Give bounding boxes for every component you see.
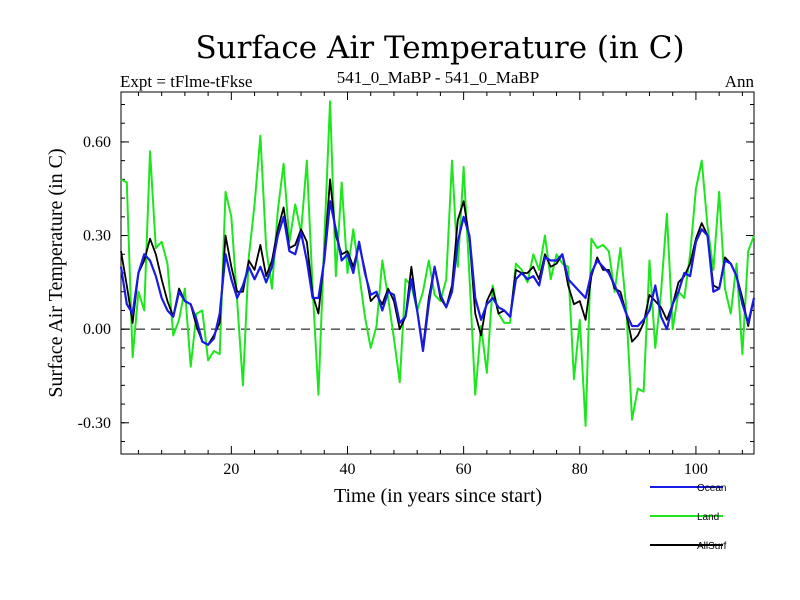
plot-frame <box>120 91 755 455</box>
series-allsurf <box>120 178 755 349</box>
y-axis-label: Surface Air Temperature (in C) <box>45 148 67 397</box>
x-axis-label: Time (in years since start) <box>334 485 542 507</box>
subtitle-left: Expt = tFlme-tFkse <box>120 72 252 91</box>
x-tick-label: 40 <box>339 461 355 478</box>
plot-area: -0.30 0.00 0.30 0.60 20 40 60 80 100 <box>78 91 756 478</box>
subtitle-center: 541_0_MaBP - 541_0_MaBP <box>337 68 539 87</box>
series-line-ocean <box>119 200 756 353</box>
x-tick-label: 20 <box>223 461 239 478</box>
axis-ticks: -0.30 0.00 0.30 0.60 20 40 60 80 100 <box>78 92 754 478</box>
subtitle-right: Ann <box>725 72 755 91</box>
y-tick-label: 0.00 <box>83 321 111 338</box>
series-line-land <box>120 100 755 427</box>
legend: Ocean Land AllSurf <box>650 483 727 552</box>
series-ocean <box>119 200 756 353</box>
y-tick-label: 0.30 <box>83 228 111 245</box>
legend-label-land: Land <box>697 512 719 523</box>
series-land <box>120 100 755 427</box>
chart-title: Surface Air Temperature (in C) <box>195 30 684 66</box>
y-tick-label: 0.60 <box>83 134 111 151</box>
series-line-allsurf <box>120 178 755 349</box>
x-tick-label: 60 <box>456 461 472 478</box>
legend-label-allsurf: AllSurf <box>697 541 727 552</box>
x-tick-label: 80 <box>572 461 588 478</box>
y-tick-label: -0.30 <box>78 415 111 432</box>
legend-label-ocean: Ocean <box>697 483 726 494</box>
x-tick-label: 100 <box>684 461 708 478</box>
